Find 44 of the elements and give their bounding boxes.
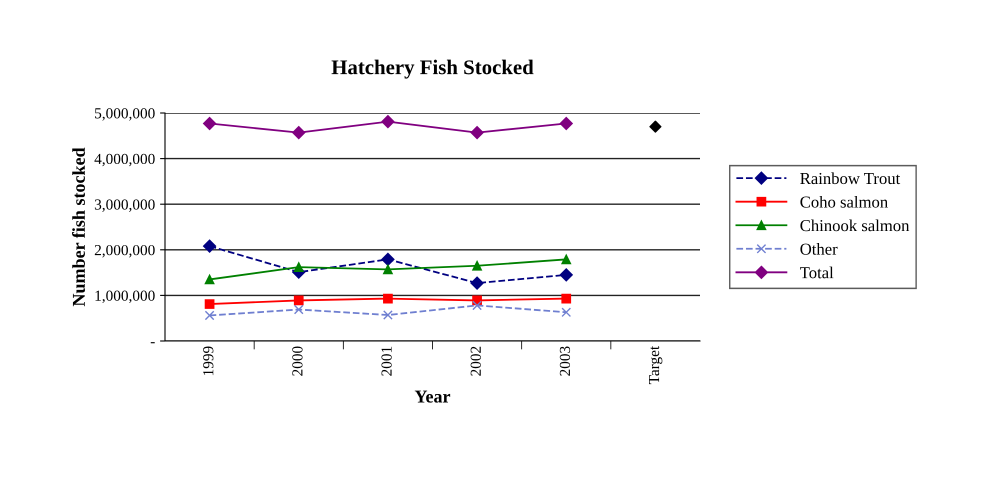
point: [649, 120, 662, 133]
point: [202, 116, 216, 130]
point: [294, 296, 304, 306]
y-axis-title: Number fish stocked: [72, 148, 85, 306]
y-tick-label: 1,000,000: [96, 290, 155, 304]
x-axis-title: Year: [414, 390, 450, 403]
legend-label: Coho salmon: [800, 196, 888, 208]
x-tick-label: 2001: [381, 346, 392, 376]
point: [472, 260, 482, 271]
point: [202, 240, 216, 253]
legend-label: Rainbow Trout: [800, 172, 900, 184]
legend-label: Other: [800, 243, 838, 255]
point: [204, 274, 214, 284]
point: [560, 116, 573, 130]
point: [381, 115, 395, 128]
point: [204, 299, 214, 309]
y-tick-label: 3,000,000: [94, 199, 155, 212]
point: [204, 310, 214, 320]
point: [383, 294, 393, 304]
x-tick-label: 2000: [292, 346, 303, 376]
point: [470, 126, 484, 140]
point: [294, 262, 304, 272]
point: [561, 254, 572, 264]
x-tick-label: 2002: [470, 346, 481, 376]
point: [292, 126, 306, 140]
point: [294, 304, 304, 314]
y-tick-label: 2,000,000: [94, 244, 155, 258]
point: [381, 252, 395, 266]
point: [383, 310, 393, 320]
point: [560, 268, 573, 282]
legend-label: Chinook salmon: [800, 219, 910, 232]
y-tick-label: 4,000,000: [94, 154, 155, 166]
chart-title: Hatchery Fish Stocked: [332, 60, 534, 79]
point: [470, 276, 484, 290]
y-tick-label: 5,000,000: [95, 108, 155, 121]
legend-label: Total: [800, 266, 834, 278]
point: [561, 294, 572, 304]
point: [561, 307, 572, 318]
x-tick-label: 1999: [203, 346, 214, 376]
point: [472, 300, 482, 310]
y-tick-label: -: [150, 342, 155, 344]
point: [383, 264, 393, 274]
x-tick-label: Target: [649, 346, 662, 384]
x-tick-label: 2003: [560, 346, 570, 376]
